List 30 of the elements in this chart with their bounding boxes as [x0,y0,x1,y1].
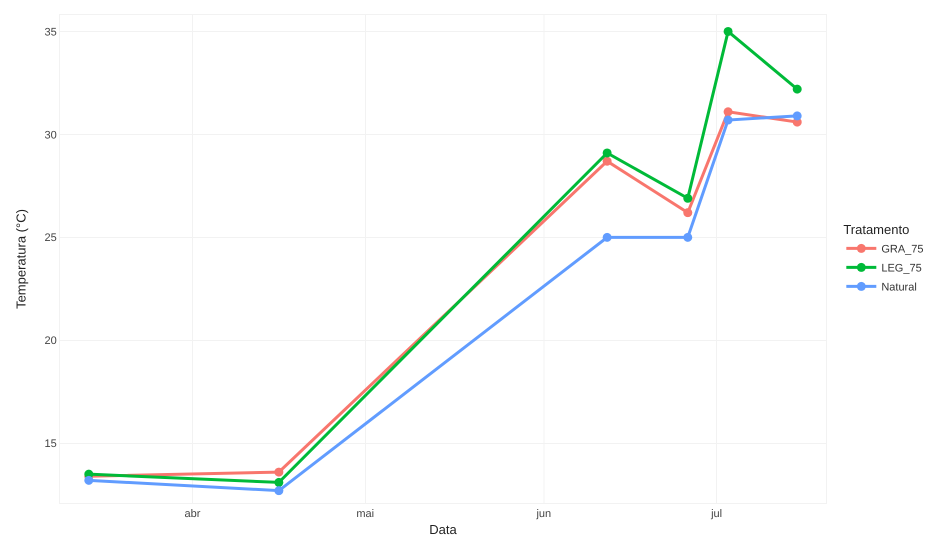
legend-title: Tratamento [843,222,910,237]
x-axis-title: Data [429,522,458,537]
point [683,232,692,242]
x-tick-label: abr [184,508,201,520]
point [84,476,94,485]
y-tick-label: 25 [44,232,57,244]
point [792,84,802,94]
point [724,116,733,125]
point [602,148,612,158]
point [724,26,733,36]
point [792,111,802,120]
x-tick-label: jul [710,508,722,520]
y-axis-title: Temperatura (°C) [14,209,28,309]
y-tick-label: 15 [44,438,57,450]
point [602,232,612,242]
legend-label: LEG_75 [881,262,922,275]
x-tick-label: mai [356,508,374,520]
legend-label: GRA_75 [881,244,924,256]
point [683,208,692,218]
point [274,478,284,487]
y-tick-label: 20 [44,335,57,348]
point [683,194,692,203]
point [724,107,733,116]
y-tick-label: 35 [44,26,57,38]
point [274,468,284,477]
legend-label: Natural [881,282,917,294]
y-tick-label: 30 [44,129,57,142]
point [602,156,612,166]
x-tick-label: jun [535,508,552,520]
point [274,486,284,496]
